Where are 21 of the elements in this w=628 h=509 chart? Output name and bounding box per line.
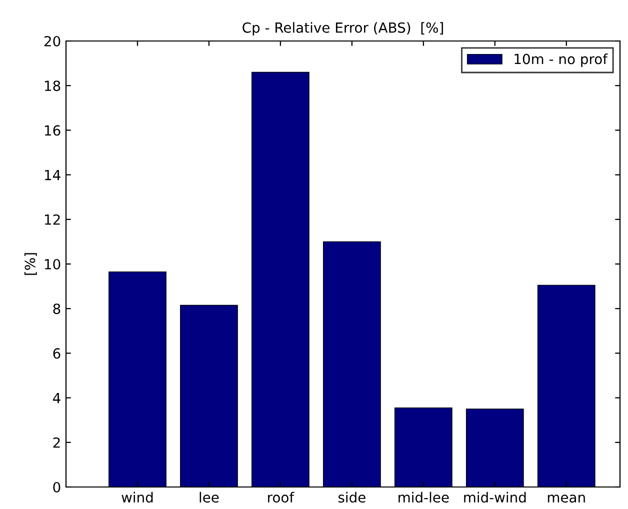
chart-title: Cp - Relative Error (ABS) [%] (242, 22, 443, 36)
y-tick-label: 16 (44, 125, 60, 136)
y-tick-label: 18 (44, 80, 60, 92)
x-tick-label: mean (548, 494, 585, 503)
x-tick-label: roof (268, 492, 294, 503)
y-tick-label: 6 (53, 348, 60, 359)
y-tick-label: 0 (53, 482, 60, 492)
x-tick-label: wind (122, 492, 153, 503)
y-tick-label: 10 (44, 258, 60, 270)
y-tick-label: 20 (44, 36, 60, 46)
y-tick-label: 2 (53, 437, 60, 448)
y-tick-label: 14 (44, 170, 60, 180)
x-tick-label: side (338, 492, 366, 503)
legend-label: 10m - no prof (514, 54, 608, 67)
y-tick-label: 8 (53, 304, 60, 314)
y-axis-title: [%] (24, 253, 37, 275)
x-tick-label: lee (200, 492, 219, 503)
x-tick-label: mid-wind (464, 492, 526, 503)
y-tick-label: 12 (44, 214, 60, 225)
y-tick-label: 4 (52, 392, 60, 404)
x-tick-label: mid-lee (398, 492, 449, 503)
